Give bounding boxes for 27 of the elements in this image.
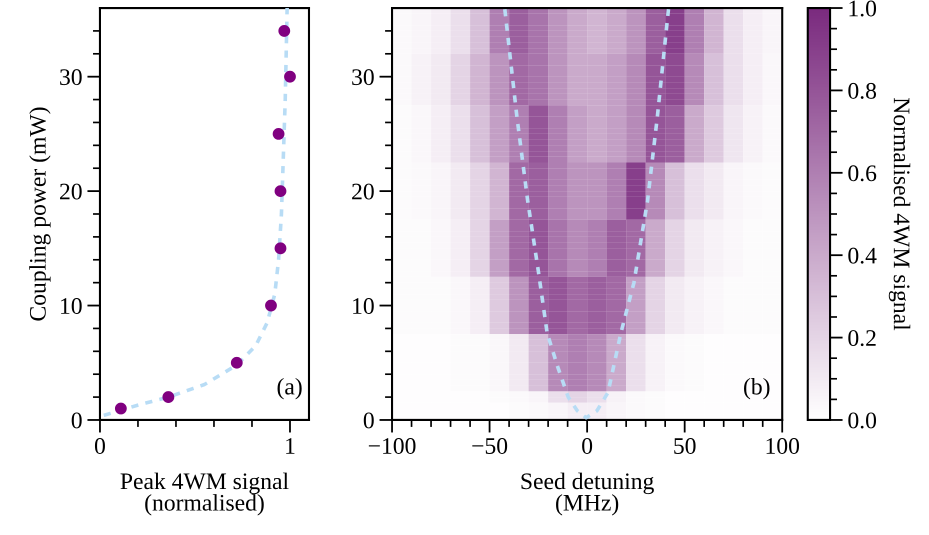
color-bar-label: 0.0: [848, 412, 876, 429]
y-tick-label: 20: [60, 184, 82, 200]
y-tick-label: 0: [72, 412, 82, 428]
color-bar-title: Normalised 4WM signal: [888, 98, 910, 330]
color-bar-label: 0.8: [848, 82, 876, 99]
color-bar-label: 1.0: [850, 0, 876, 17]
x-tick-label: 0: [582, 438, 592, 454]
y-tick-label: 20: [352, 184, 374, 200]
y-tick-label: 10: [61, 298, 82, 314]
annotation: (a): [278, 378, 302, 400]
y-tick-label: 30: [352, 69, 374, 86]
x-tick-label: 100: [766, 438, 800, 454]
color-bar-label: 0.2: [848, 330, 876, 346]
x-tick-label: 50: [674, 438, 696, 454]
y-tick-label: 30: [60, 69, 82, 86]
x-tick-label: −50: [472, 438, 508, 454]
color-bar-label: 0.4: [848, 248, 877, 264]
color-bar-label: 0.6: [848, 165, 876, 182]
y-tick-label: 0: [364, 412, 374, 428]
x-tick-label: 1: [286, 438, 294, 454]
x-tick-label: −100: [368, 438, 416, 454]
x-axis-title: Seed detuning (MHz): [521, 472, 654, 516]
y-tick-label: 10: [353, 298, 374, 314]
x-tick-label: 0: [94, 438, 105, 454]
annotation: (b): [744, 378, 770, 400]
y-axis-title: Coupling power (mW): [29, 107, 51, 321]
x-axis-title: Peak 4WM signal (normalised): [120, 472, 289, 516]
